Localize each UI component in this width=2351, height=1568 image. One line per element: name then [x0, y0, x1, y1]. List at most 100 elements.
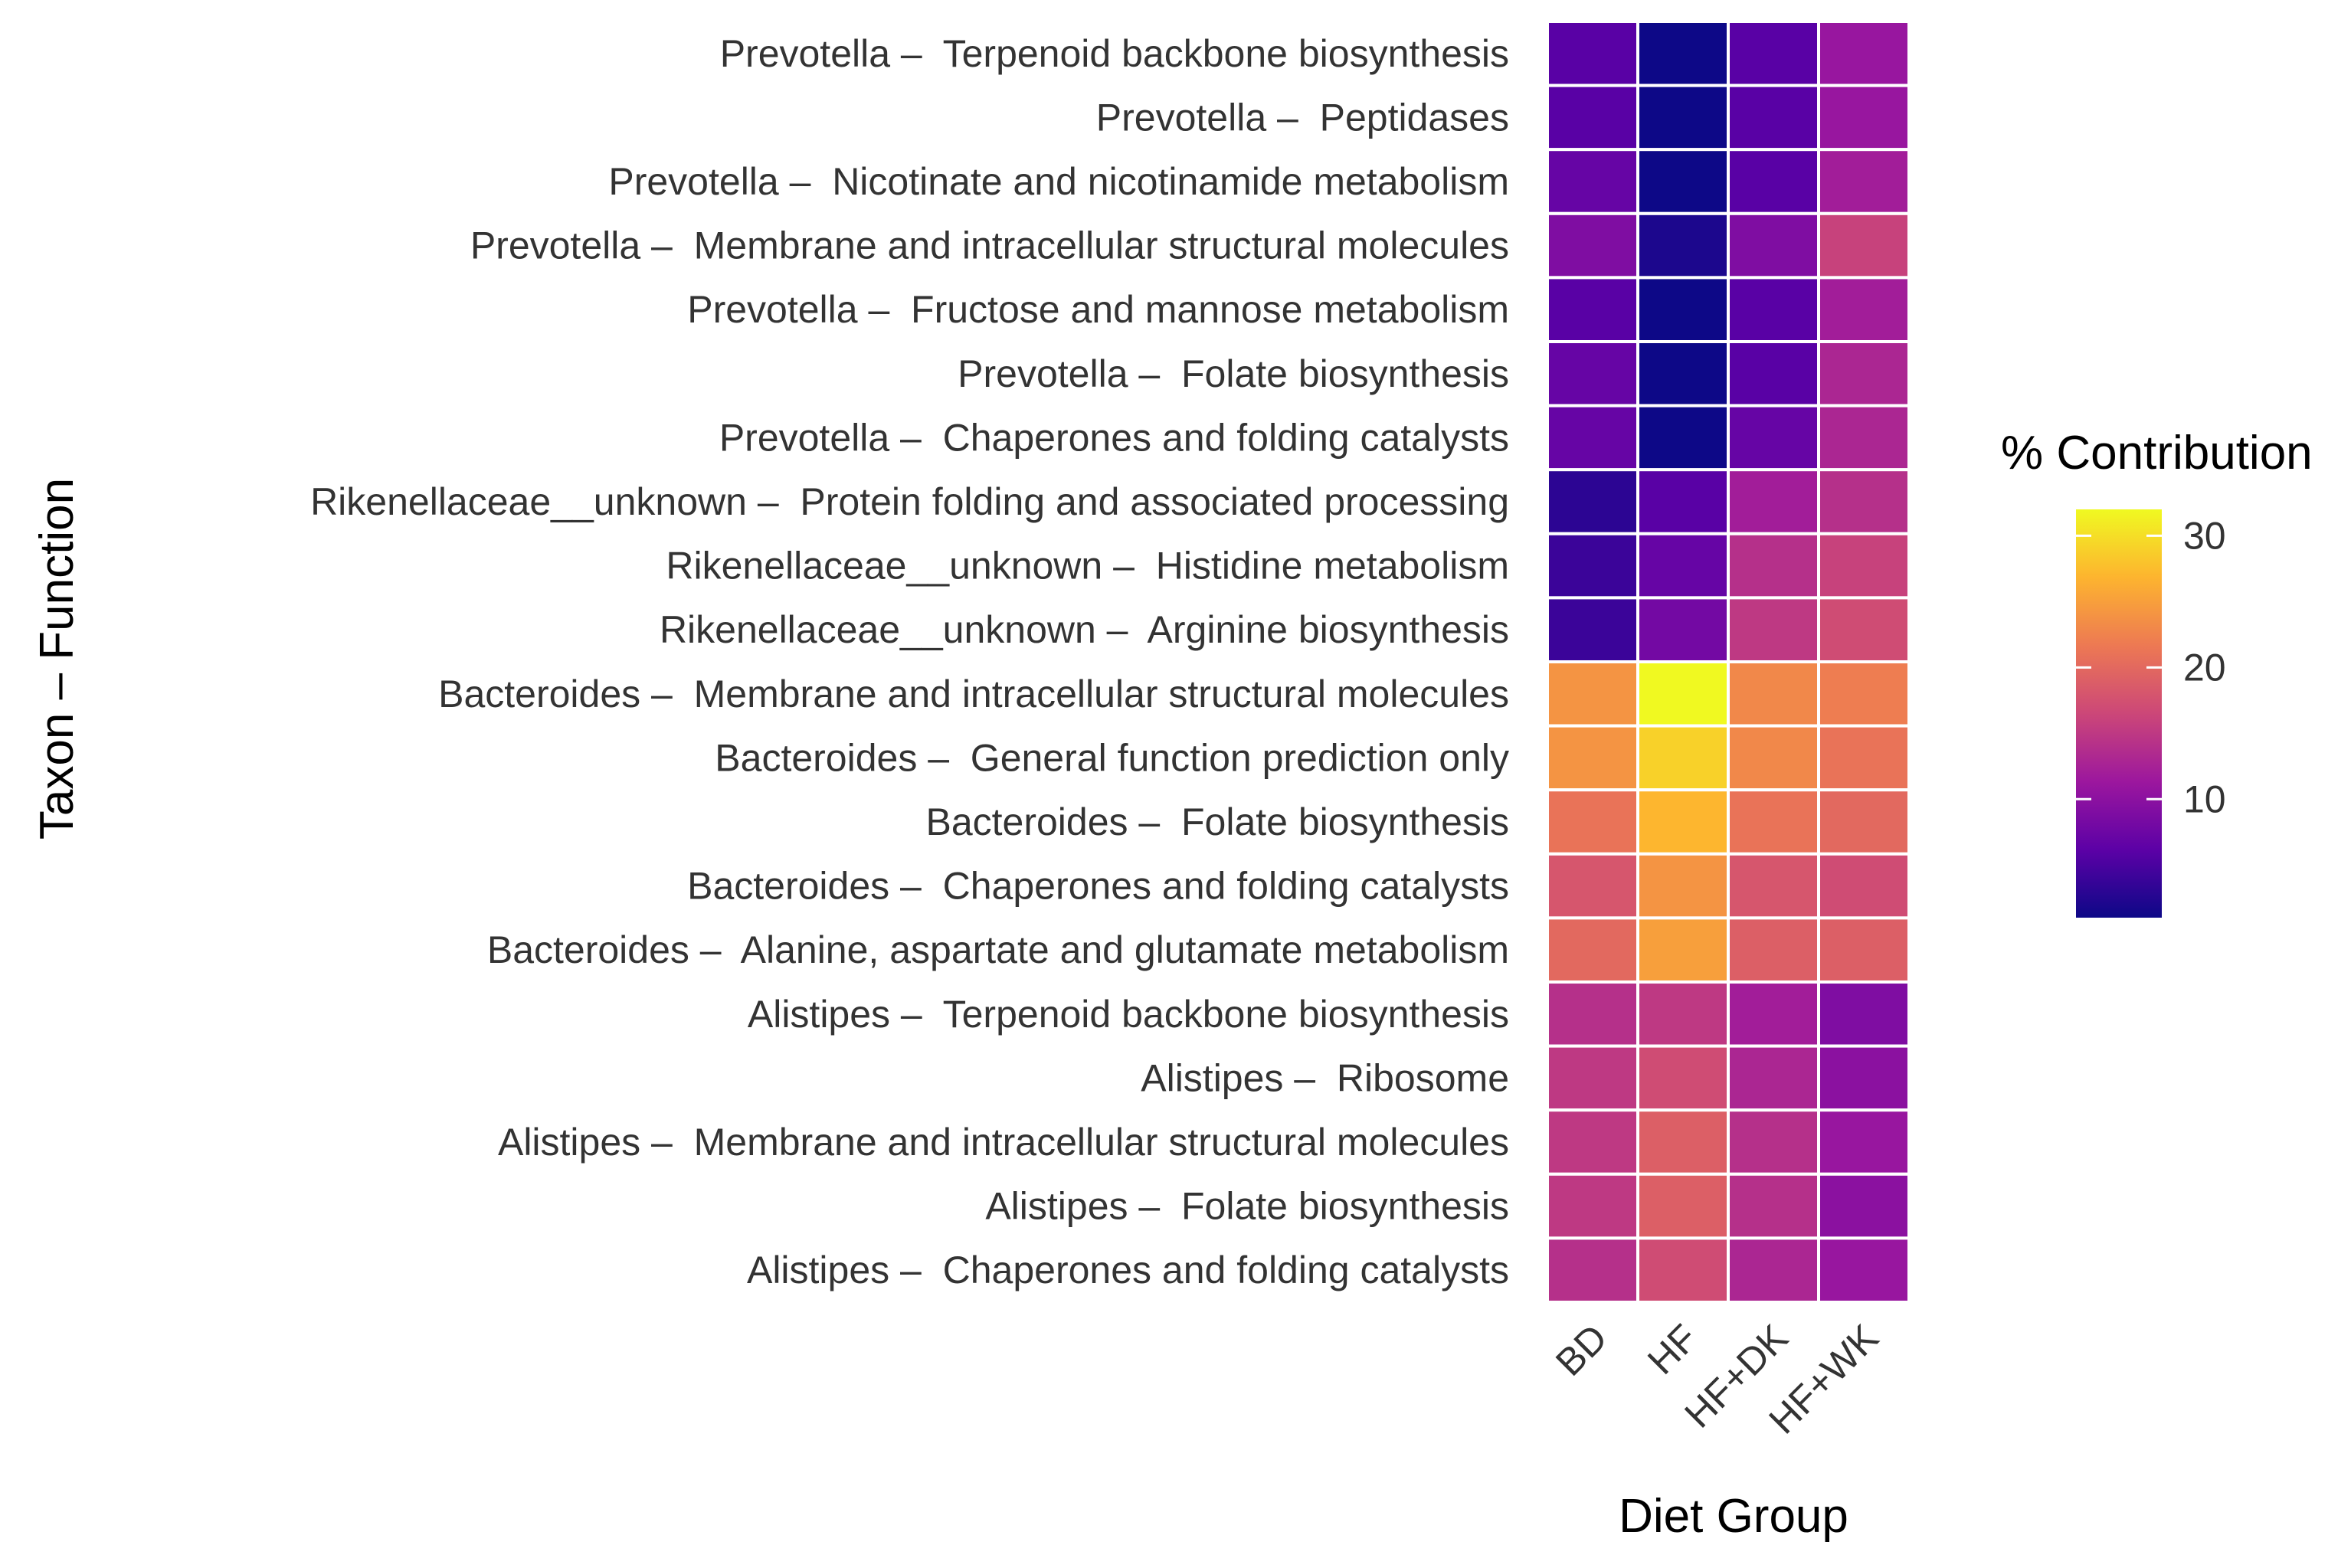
legend-tick-label: 10 — [2183, 777, 2226, 820]
heatmap-cell — [1817, 276, 1911, 343]
heatmap-cell — [1817, 1236, 1911, 1304]
heatmap-cell — [1546, 916, 1639, 984]
heatmap-cell — [1546, 1108, 1639, 1176]
heatmap-cell — [1636, 83, 1730, 152]
heatmap-cell — [1636, 916, 1730, 984]
row-label: Alistipes – Chaperones and folding catal… — [747, 1249, 1509, 1291]
heatmap-cell — [1817, 404, 1911, 472]
row-label: Prevotella – Chaperones and folding cata… — [719, 416, 1509, 459]
heatmap-cell — [1817, 916, 1911, 984]
heatmap-cell — [1817, 211, 1911, 280]
heatmap-cell — [1636, 1044, 1730, 1112]
row-label: Prevotella – Folate biosynthesis — [958, 352, 1509, 395]
heatmap-cell — [1636, 404, 1730, 472]
heatmap-cell — [1817, 83, 1911, 152]
heatmap-cell — [1727, 1236, 1820, 1304]
heatmap-cell — [1636, 532, 1730, 600]
heatmap-cell — [1636, 724, 1730, 792]
heatmap-cell — [1546, 660, 1639, 728]
heatmap-cell — [1636, 980, 1730, 1048]
heatmap-cell — [1817, 1108, 1911, 1176]
row-label: Bacteroides – Chaperones and folding cat… — [687, 865, 1509, 908]
heatmap-cell — [1636, 1236, 1730, 1304]
heatmap-cell — [1546, 724, 1639, 792]
heatmap-cell — [1636, 596, 1730, 664]
heatmap-cell — [1546, 340, 1639, 408]
heatmap-cell — [1546, 596, 1639, 664]
heatmap-cell — [1636, 148, 1730, 215]
legend-title: % Contribution — [2001, 427, 2313, 480]
x-tick-label: BD — [1547, 1316, 1616, 1384]
row-label: Prevotella – Fructose and mannose metabo… — [687, 288, 1509, 331]
row-label: Bacteroides – Alanine, aspartate and glu… — [487, 928, 1509, 971]
row-label: Prevotella – Membrane and intracellular … — [470, 224, 1509, 267]
heatmap-cell — [1817, 724, 1911, 792]
heatmap-cell — [1727, 980, 1820, 1048]
heatmap-cell — [1727, 20, 1820, 87]
heatmap-cell — [1727, 340, 1820, 408]
heatmap-cell — [1546, 404, 1639, 472]
heatmap-cell — [1727, 660, 1820, 728]
heatmap-cell — [1546, 148, 1639, 215]
row-label: Prevotella – Peptidases — [1096, 96, 1509, 139]
heatmap-cell — [1546, 211, 1639, 280]
heatmap-cell — [1727, 276, 1820, 343]
row-label: Bacteroides – Membrane and intracellular… — [438, 673, 1509, 715]
heatmap-cell — [1636, 788, 1730, 856]
heatmap-cell — [1546, 980, 1639, 1048]
heatmap-cells — [1546, 20, 1911, 1304]
heatmap-cell — [1636, 276, 1730, 343]
heatmap-cell — [1817, 148, 1911, 215]
row-label: Bacteroides – General function predictio… — [715, 736, 1509, 779]
heatmap-cell — [1817, 660, 1911, 728]
heatmap-cell — [1546, 83, 1639, 152]
heatmap-cell — [1817, 532, 1911, 600]
row-label: Alistipes – Folate biosynthesis — [985, 1185, 1509, 1228]
heatmap-cell — [1546, 1172, 1639, 1240]
heatmap-cell — [1727, 148, 1820, 215]
y-axis-title: Taxon – Function — [31, 478, 83, 840]
heatmap-cell — [1636, 852, 1730, 920]
row-label: Alistipes – Terpenoid backbone biosynthe… — [748, 993, 1509, 1036]
row-label: Prevotella – Terpenoid backbone biosynth… — [720, 32, 1509, 75]
heatmap-cell — [1636, 468, 1730, 535]
legend-tick-label: 30 — [2183, 514, 2226, 557]
heatmap-cell — [1817, 596, 1911, 664]
heatmap-cell — [1546, 276, 1639, 343]
heatmap-cell — [1817, 980, 1911, 1048]
heatmap-cell — [1727, 1172, 1820, 1240]
heatmap-cell — [1636, 20, 1730, 87]
row-label: Rikenellaceae__unknown – Arginine biosyn… — [660, 608, 1509, 651]
row-label: Bacteroides – Folate biosynthesis — [925, 800, 1509, 843]
row-label: Prevotella – Nicotinate and nicotinamide… — [608, 160, 1509, 203]
x-tick-label: HF — [1639, 1316, 1706, 1383]
heatmap-cell — [1727, 211, 1820, 280]
row-label: Rikenellaceae__unknown – Protein folding… — [310, 480, 1509, 523]
legend-tick-label: 20 — [2183, 646, 2226, 689]
heatmap-cell — [1727, 596, 1820, 664]
heatmap-cell — [1727, 83, 1820, 152]
heatmap-cell — [1727, 916, 1820, 984]
heatmap-cell — [1636, 660, 1730, 728]
row-label: Alistipes – Ribosome — [1141, 1056, 1509, 1099]
row-labels: Prevotella – Terpenoid backbone biosynth… — [310, 32, 1509, 1291]
heatmap-cell — [1727, 1044, 1820, 1112]
color-legend: % Contribution 10 20 30 — [2001, 427, 2313, 918]
heatmap-cell — [1636, 1108, 1730, 1176]
heatmap-cell — [1636, 211, 1730, 280]
row-label: Rikenellaceae__unknown – Histidine metab… — [666, 545, 1509, 588]
heatmap-cell — [1817, 1172, 1911, 1240]
heatmap-cell — [1546, 1044, 1639, 1112]
heatmap-cell — [1546, 852, 1639, 920]
x-axis-title: Diet Group — [1619, 1490, 1848, 1543]
heatmap-cell — [1817, 340, 1911, 408]
heatmap-cell — [1727, 404, 1820, 472]
heatmap-cell — [1636, 1172, 1730, 1240]
heatmap-cell — [1727, 532, 1820, 600]
heatmap-cell — [1727, 1108, 1820, 1176]
row-label: Alistipes – Membrane and intracellular s… — [498, 1121, 1509, 1164]
heatmap-cell — [1546, 788, 1639, 856]
heatmap-cell — [1727, 852, 1820, 920]
